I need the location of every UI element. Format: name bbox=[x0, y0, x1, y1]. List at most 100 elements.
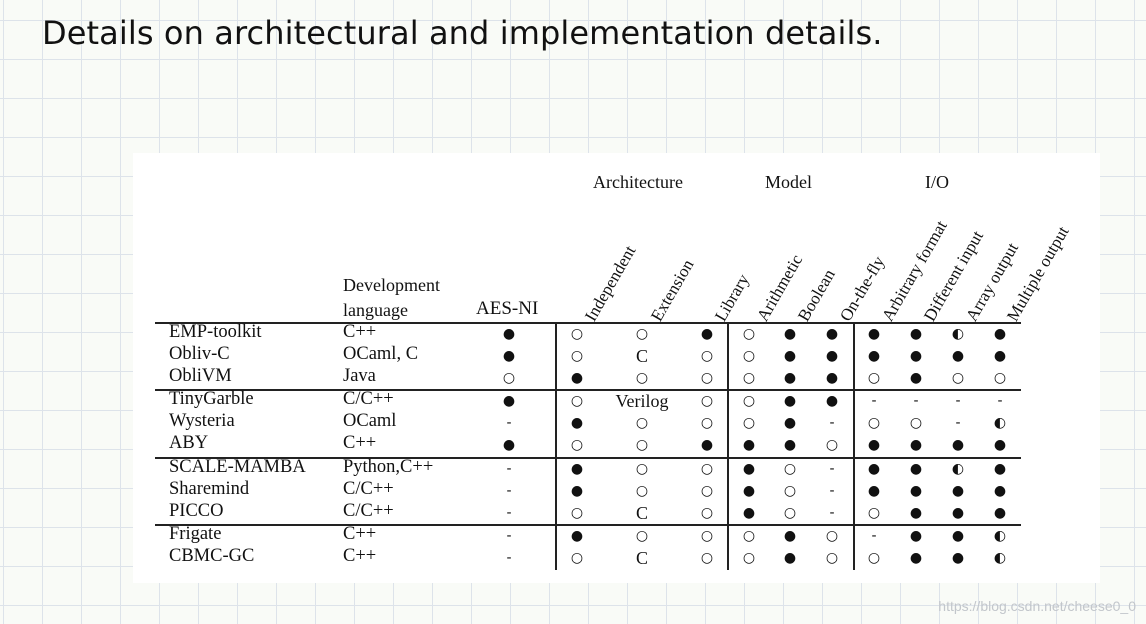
cell-symbol-ext: ○ bbox=[635, 483, 649, 499]
cell-symbol-arb: ○ bbox=[867, 505, 881, 521]
cell-symbol-diff: - bbox=[913, 393, 919, 409]
row-language: C/C++ bbox=[343, 501, 394, 521]
cell-symbol-aes: - bbox=[506, 528, 512, 544]
cell-symbol-ext: ○ bbox=[635, 326, 649, 342]
cell-symbol-aes: ○ bbox=[502, 370, 516, 386]
cell-symbol-arith: ● bbox=[742, 461, 756, 477]
cell-symbol-arr: ● bbox=[951, 483, 965, 499]
cell-symbol-arr: ● bbox=[951, 505, 965, 521]
cell-symbol-indep: ○ bbox=[570, 505, 584, 521]
cell-symbol-arb: ● bbox=[867, 437, 881, 453]
cell-symbol-arr: - bbox=[955, 393, 961, 409]
cell-symbol-lib: ○ bbox=[700, 461, 714, 477]
cell-symbol-fly: - bbox=[829, 505, 835, 521]
cell-symbol-arith: ○ bbox=[742, 528, 756, 544]
row-name: CBMC-GC bbox=[169, 546, 255, 566]
cell-symbol-arb: ● bbox=[867, 348, 881, 364]
cell-symbol-aes: ● bbox=[502, 326, 516, 342]
row-language: Java bbox=[343, 366, 376, 386]
header-extension: Extension bbox=[647, 256, 698, 325]
cell-symbol-arr: ● bbox=[951, 528, 965, 544]
cell-symbol-diff: ○ bbox=[909, 415, 923, 431]
cell-symbol-fly: ○ bbox=[825, 528, 839, 544]
cell-symbol-arith: ○ bbox=[742, 393, 756, 409]
cell-text-ext: C bbox=[635, 346, 648, 366]
cell-symbol-arr: ◐ bbox=[951, 461, 965, 477]
cell-symbol-fly: ● bbox=[825, 370, 839, 386]
cell-symbol-bool: ● bbox=[783, 550, 797, 566]
divider-io bbox=[853, 323, 855, 570]
rule-group-1 bbox=[155, 389, 1021, 391]
cell-text-ext: C bbox=[635, 548, 648, 568]
cell-symbol-diff: ● bbox=[909, 550, 923, 566]
cell-symbol-arith: ○ bbox=[742, 370, 756, 386]
cell-symbol-diff: ● bbox=[909, 505, 923, 521]
cell-symbol-fly: ● bbox=[825, 326, 839, 342]
row-name: ObliVM bbox=[169, 366, 232, 386]
cell-symbol-fly: ○ bbox=[825, 550, 839, 566]
header-dev-language-line1: Development bbox=[343, 275, 440, 295]
cell-symbol-arr: ○ bbox=[951, 370, 965, 386]
cell-symbol-multi: ● bbox=[993, 348, 1007, 364]
cell-symbol-arb: ● bbox=[867, 461, 881, 477]
row-language: Python,C++ bbox=[343, 457, 434, 477]
cell-symbol-bool: ● bbox=[783, 393, 797, 409]
cell-symbol-ext: ○ bbox=[635, 461, 649, 477]
cell-symbol-diff: ● bbox=[909, 348, 923, 364]
cell-symbol-aes: ● bbox=[502, 437, 516, 453]
cell-symbol-lib: ○ bbox=[700, 505, 714, 521]
cell-symbol-arb: ○ bbox=[867, 415, 881, 431]
cell-symbol-bool: ● bbox=[783, 437, 797, 453]
header-independent: Independent bbox=[581, 242, 640, 325]
cell-symbol-lib: ○ bbox=[700, 393, 714, 409]
cell-symbol-diff: ● bbox=[909, 370, 923, 386]
cell-symbol-aes: - bbox=[506, 415, 512, 431]
cell-symbol-lib: ○ bbox=[700, 348, 714, 364]
cell-symbol-multi: ○ bbox=[993, 370, 1007, 386]
row-language: C++ bbox=[343, 322, 377, 342]
cell-symbol-bool: ○ bbox=[783, 461, 797, 477]
cell-symbol-fly: - bbox=[829, 461, 835, 477]
cell-symbol-indep: ● bbox=[570, 461, 584, 477]
cell-symbol-ext: ○ bbox=[635, 528, 649, 544]
cell-symbol-arr: ◐ bbox=[951, 326, 965, 342]
cell-symbol-lib: ○ bbox=[700, 483, 714, 499]
cell-symbol-indep: ○ bbox=[570, 550, 584, 566]
cell-symbol-indep: ● bbox=[570, 370, 584, 386]
cell-symbol-lib: ○ bbox=[700, 550, 714, 566]
cell-symbol-diff: ● bbox=[909, 326, 923, 342]
rule-group-2 bbox=[155, 457, 1021, 459]
group-header-io: I/O bbox=[925, 172, 949, 192]
cell-symbol-lib: ● bbox=[700, 326, 714, 342]
cell-symbol-arith: ○ bbox=[742, 415, 756, 431]
cell-symbol-arith: ● bbox=[742, 437, 756, 453]
comparison-table: Architecture Model I/O Development langu… bbox=[133, 153, 1100, 583]
group-header-model: Model bbox=[765, 172, 812, 192]
cell-symbol-bool: ○ bbox=[783, 505, 797, 521]
cell-symbol-multi: ◐ bbox=[993, 550, 1007, 566]
row-name: Wysteria bbox=[169, 411, 235, 431]
cell-symbol-aes: - bbox=[506, 483, 512, 499]
cell-symbol-aes: - bbox=[506, 505, 512, 521]
cell-symbol-indep: ○ bbox=[570, 348, 584, 364]
cell-symbol-indep: ● bbox=[570, 415, 584, 431]
cell-symbol-indep: ● bbox=[570, 483, 584, 499]
cell-symbol-ext: ○ bbox=[635, 415, 649, 431]
cell-symbol-multi: ● bbox=[993, 505, 1007, 521]
rule-top bbox=[155, 322, 1021, 324]
cell-symbol-fly: ○ bbox=[825, 437, 839, 453]
header-library: Library bbox=[711, 270, 753, 325]
cell-symbol-bool: ● bbox=[783, 370, 797, 386]
cell-symbol-arith: ● bbox=[742, 483, 756, 499]
row-language: C++ bbox=[343, 524, 377, 544]
header-dev-language-line2: language bbox=[343, 300, 408, 320]
cell-symbol-multi: ● bbox=[993, 483, 1007, 499]
row-name: SCALE-MAMBA bbox=[169, 457, 306, 477]
cell-symbol-multi: - bbox=[997, 393, 1003, 409]
slide-title: Details on architectural and implementat… bbox=[42, 14, 883, 52]
cell-symbol-aes: - bbox=[506, 461, 512, 477]
cell-text-ext: Verilog bbox=[615, 391, 669, 411]
cell-symbol-diff: ● bbox=[909, 461, 923, 477]
cell-symbol-fly: ● bbox=[825, 348, 839, 364]
cell-symbol-bool: ● bbox=[783, 528, 797, 544]
